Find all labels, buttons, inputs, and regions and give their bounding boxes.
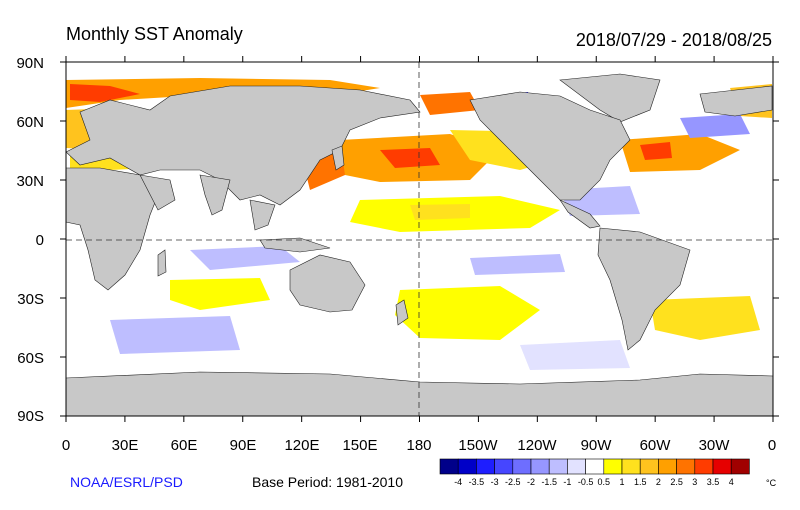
land xyxy=(65,73,774,417)
lon-label-60w: 60W xyxy=(640,437,672,454)
colorbar-tick-label: -4 xyxy=(454,477,462,487)
landmass-india xyxy=(199,174,231,216)
cool-east-south-pacific xyxy=(470,254,565,275)
landmass-japan xyxy=(331,145,345,171)
landmass-australia xyxy=(289,254,366,313)
colorbar-swatch xyxy=(567,458,586,475)
colorbar-swatch xyxy=(694,458,714,475)
lat-ticks xyxy=(60,61,779,417)
landmass-indonesia xyxy=(259,237,331,253)
colorbar-tick-label: 2.5 xyxy=(670,477,683,487)
colorbar-swatch xyxy=(621,458,641,475)
landmass-se-asia xyxy=(249,199,276,231)
colorbar-tick-label: 3.5 xyxy=(707,477,720,487)
lon-label-120e: 120E xyxy=(284,437,319,454)
cool-indian xyxy=(190,246,300,270)
colorbar: -4 -3.5 -3 -2.5 -2 -1.5 -1 -0.5 0.5 1 1.5 2 2.5 3 3.5 4 xyxy=(439,458,750,487)
landmass-madagascar xyxy=(157,249,167,277)
warm-north-pacific-core xyxy=(380,148,440,168)
colorbar-swatch xyxy=(712,458,732,475)
credit-label: NOAA/ESRL/PSD xyxy=(70,474,183,490)
colorbar-tick-label: 1.5 xyxy=(634,477,647,487)
landmass-central-america xyxy=(559,199,601,229)
lon-label-30e: 30E xyxy=(112,437,139,454)
colorbar-tick-label: 3 xyxy=(692,477,697,487)
lon-label-30w: 30W xyxy=(699,437,731,454)
warm-eq-pacific-core xyxy=(410,204,470,220)
colorbar-swatch xyxy=(530,458,550,475)
lat-labels: 90N 60N 30N 0 30S 60S 90S xyxy=(16,55,44,425)
colorbar-tick-label: -2.5 xyxy=(505,477,521,487)
lon-label-180: 180 xyxy=(406,437,431,454)
colorbar-swatch xyxy=(639,458,659,475)
warm-nw-atlantic-core xyxy=(640,142,672,160)
lon-labels: 0 30E 60E 90E 120E 150E 180 150W 120W 90… xyxy=(62,437,776,454)
colorbar-tick-label: 2 xyxy=(656,477,661,487)
landmass-north-america xyxy=(469,91,631,201)
colorbar-swatch xyxy=(512,458,532,475)
lat-label-30s: 30S xyxy=(17,291,44,308)
lon-label-150e: 150E xyxy=(342,437,377,454)
cool-north-atlantic xyxy=(680,114,750,138)
landmass-eurasia xyxy=(65,85,421,206)
colorbar-tick-label: -3 xyxy=(491,477,499,487)
colorbar-swatch xyxy=(548,458,568,475)
lon-label-0-left: 0 xyxy=(62,437,70,454)
lat-label-0: 0 xyxy=(36,232,44,249)
lon-label-0-right: 0 xyxy=(768,437,776,454)
cool-southern-pacific xyxy=(520,340,630,370)
landmass-arabia xyxy=(139,174,176,211)
base-period-label: Base Period: 1981-2010 xyxy=(252,474,403,490)
lon-label-60e: 60E xyxy=(171,437,198,454)
colorbar-tick-label: 4 xyxy=(729,477,734,487)
warm-bering xyxy=(420,92,480,115)
lat-label-30n: 30N xyxy=(16,173,44,190)
warm-arctic-core xyxy=(70,84,140,102)
cool-southern-indian xyxy=(110,316,240,354)
colorbar-tick-label: -3.5 xyxy=(469,477,485,487)
lon-label-90e: 90E xyxy=(230,437,257,454)
lat-label-90n: 90N xyxy=(16,55,44,72)
lon-label-90w: 90W xyxy=(581,437,613,454)
colorbar-swatch xyxy=(476,458,495,475)
colorbar-tick-label: 1 xyxy=(619,477,624,487)
lon-label-120w: 120W xyxy=(517,437,557,454)
warm-nw-atlantic xyxy=(620,134,740,172)
warm-south-atlantic xyxy=(650,296,760,340)
colorbar-swatch xyxy=(457,458,477,475)
colorbar-tick-label: -1 xyxy=(563,477,571,487)
colorbar-tick-label: 0.5 xyxy=(598,477,611,487)
colorbar-swatch xyxy=(585,458,605,475)
lat-label-90s: 90S xyxy=(17,408,44,425)
lat-label-60n: 60N xyxy=(16,114,44,131)
colorbar-swatch xyxy=(603,458,623,475)
landmass-greenland xyxy=(559,73,661,123)
date-range: 2018/07/29 - 2018/08/25 xyxy=(575,30,772,50)
colorbar-swatch xyxy=(439,458,459,475)
landmass-south-america xyxy=(597,227,691,351)
lat-label-60s: 60S xyxy=(17,350,44,367)
colorbar-tick-label: -2 xyxy=(527,477,535,487)
colorbar-swatch xyxy=(676,458,696,475)
warm-south-indian xyxy=(170,278,270,310)
lon-label-150w: 150W xyxy=(458,437,498,454)
colorbar-tick-label: -1.5 xyxy=(541,477,557,487)
colorbar-unit: °C xyxy=(766,478,777,488)
colorbar-swatch xyxy=(658,458,677,475)
map-title: Monthly SST Anomaly xyxy=(66,24,243,44)
warm-south-pacific xyxy=(395,286,540,340)
landmass-north-america-east xyxy=(699,85,773,117)
colorbar-tick-label: -0.5 xyxy=(578,477,594,487)
colorbar-swatch xyxy=(730,458,750,475)
lon-ticks xyxy=(65,56,774,422)
colorbar-swatch xyxy=(494,458,514,475)
landmass-new-zealand xyxy=(395,299,409,326)
